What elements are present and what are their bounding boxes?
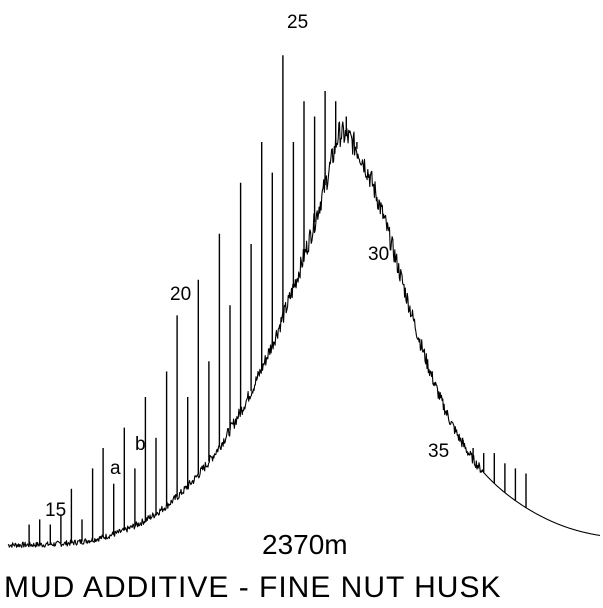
peak-label-35: 35 <box>428 441 449 462</box>
peak-label-a: a <box>110 458 121 479</box>
unresolved-hump-trace <box>7 121 601 548</box>
sample-depth-label: 2370m <box>262 529 348 560</box>
peak-label-25: 25 <box>287 12 308 33</box>
chart-caption: MUD ADDITIVE - FINE NUT HUSK <box>4 571 501 604</box>
hump-trace-line <box>7 121 601 548</box>
peak-spikes <box>28 55 527 545</box>
peak-label-b: b <box>135 434 146 455</box>
peak-label-30: 30 <box>368 244 389 265</box>
peak-label-15: 15 <box>45 500 66 521</box>
peak-label-20: 20 <box>170 284 191 305</box>
